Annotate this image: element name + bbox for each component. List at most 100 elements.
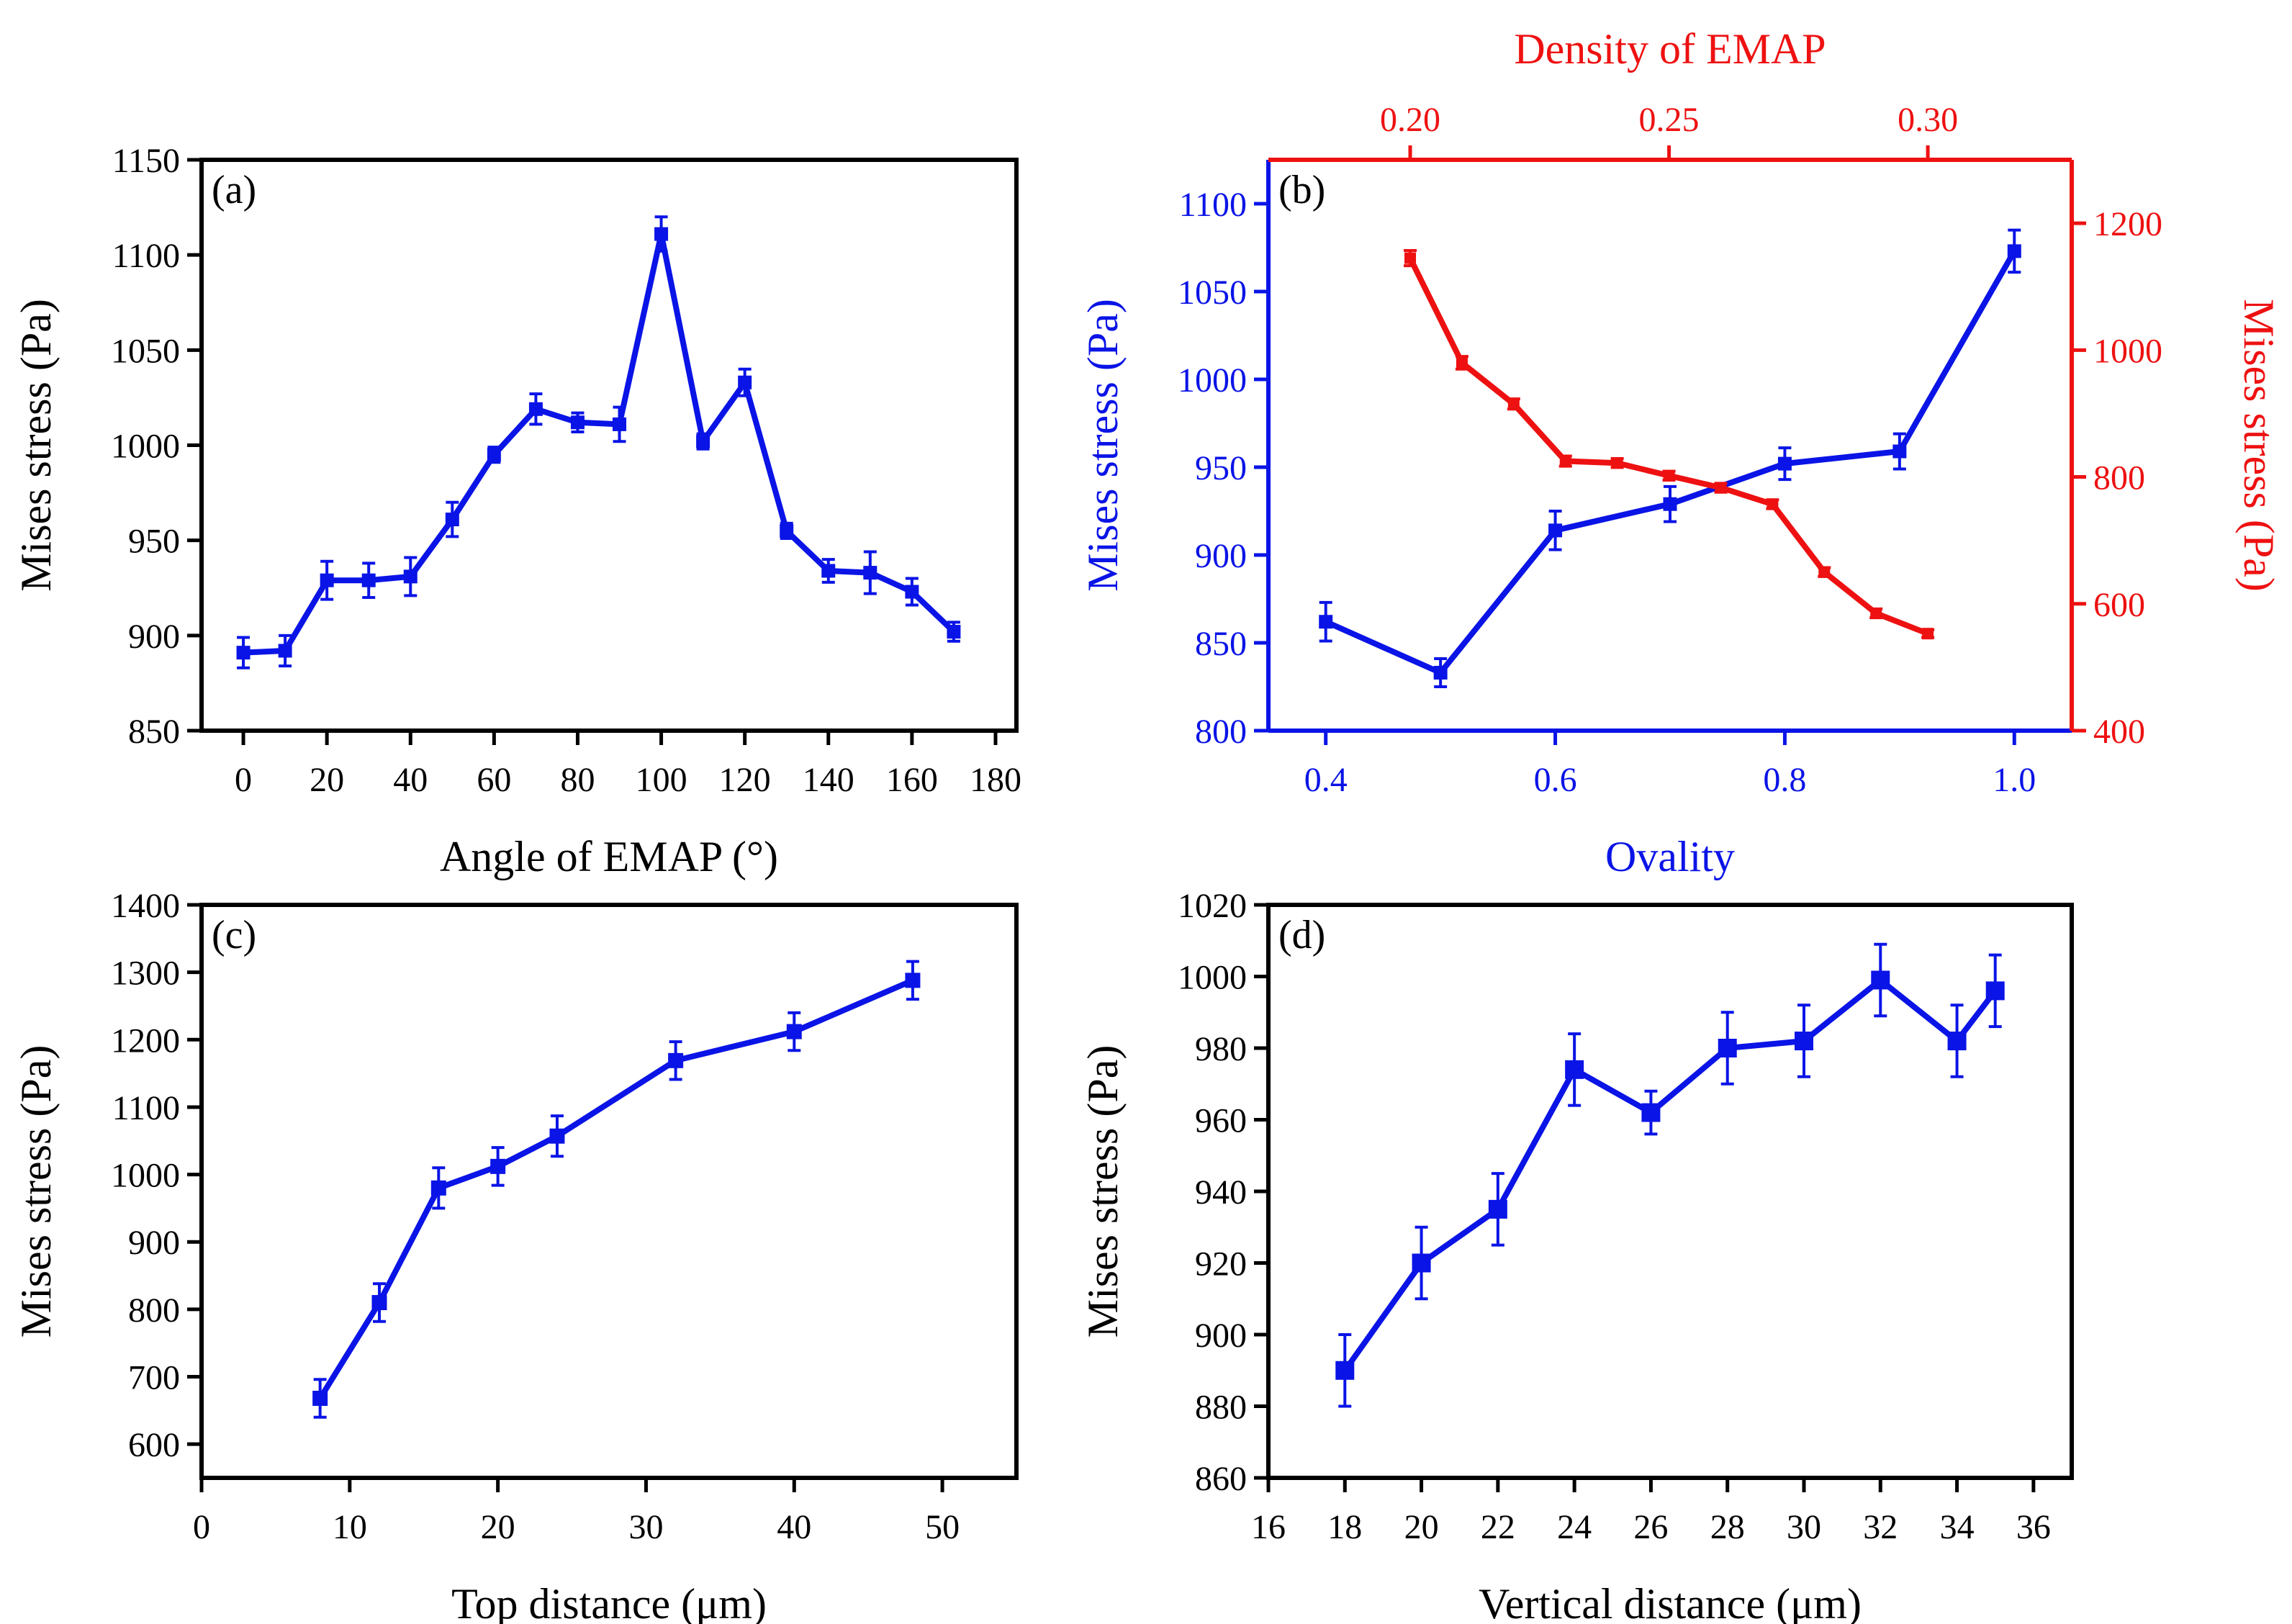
y-tick-label-c-1: 700	[128, 1359, 180, 1397]
series-line-b	[1325, 249, 2017, 676]
data-point-d-9	[1985, 981, 2005, 1001]
x-tick-label-b-0: 0.4	[1304, 761, 1348, 799]
x2-tick-label-b-0: 0.20	[1380, 101, 1440, 139]
data-point-b-1	[1433, 665, 1448, 680]
y-tick-label-c-0: 600	[128, 1426, 180, 1464]
x-axis-label-a: Angle of EMAP (°)	[440, 833, 778, 880]
data-point-a-13	[780, 523, 794, 538]
data-point-d-8	[1947, 1032, 1967, 1051]
data-point-b-density-3	[1559, 455, 1571, 467]
x-axis-label-b: Ovality	[1605, 833, 1735, 880]
data-point-a-1	[278, 644, 292, 658]
x-tick-label-a-4: 80	[560, 761, 595, 799]
x-tick-label-b-3: 1.0	[1993, 761, 2036, 799]
y2-tick-label-b-3: 1000	[2093, 332, 2162, 370]
series-line-b-density	[1407, 256, 1929, 636]
y-tick-label-d-7: 1000	[1178, 959, 1247, 997]
panel-label-c: (c)	[212, 913, 256, 957]
data-point-a-4	[403, 569, 418, 584]
x2-tick-label-b-1: 0.25	[1639, 101, 1700, 139]
y-tick-label-a-6: 1150	[112, 142, 180, 180]
data-point-b-density-9	[1870, 607, 1882, 619]
y2-axis-label-b: Mises stress (Pa)	[2235, 299, 2283, 592]
y-tick-label-a-3: 1000	[111, 428, 180, 466]
y-tick-label-c-5: 1100	[112, 1089, 180, 1127]
data-point-c-4	[549, 1128, 565, 1144]
x-tick-label-d-5: 26	[1633, 1508, 1668, 1546]
y-tick-label-a-0: 850	[128, 713, 180, 751]
data-point-a-9	[613, 417, 627, 431]
y-axis-label-a: Mises stress (Pa)	[12, 299, 60, 592]
data-point-b-6	[2007, 244, 2021, 258]
y-tick-label-d-2: 900	[1195, 1317, 1247, 1355]
y-axis-label-d: Mises stress (Pa)	[1079, 1045, 1127, 1338]
x-tick-label-d-1: 18	[1327, 1508, 1362, 1546]
x-tick-label-c-3: 30	[628, 1508, 663, 1546]
y-axis-label-b: Mises stress (Pa)	[1079, 299, 1127, 592]
x-tick-label-a-6: 120	[719, 761, 771, 799]
y-tick-label-b-0: 800	[1195, 713, 1247, 751]
x-tick-label-a-1: 20	[310, 761, 344, 799]
y-tick-label-c-3: 900	[128, 1224, 180, 1262]
x-tick-label-a-7: 140	[803, 761, 854, 799]
data-point-b-density-1	[1456, 356, 1468, 369]
y-tick-label-a-1: 900	[128, 618, 180, 656]
data-point-a-12	[738, 375, 752, 389]
x-tick-label-d-9: 34	[1940, 1508, 1975, 1546]
plot-frame-c	[199, 903, 1019, 1480]
x-tick-label-c-5: 50	[925, 1508, 960, 1546]
chart-panel-c: 0 10 20 30 40 50 600 700 800 900 1000 1100 1200 1300 1…	[12, 887, 1019, 1624]
y-tick-label-c-8: 1400	[111, 887, 180, 925]
data-point-b-density-6	[1715, 482, 1727, 494]
data-point-a-5	[445, 513, 459, 527]
chart-panel-d: 16 18 20 22 24 26 28 30 32 34 36 860 880 900 920 940 960…	[1079, 887, 2074, 1624]
data-point-c-3	[490, 1158, 506, 1174]
data-point-d-1	[1412, 1253, 1431, 1273]
data-point-d-6	[1795, 1032, 1813, 1051]
x-tick-label-a-5: 100	[636, 761, 687, 799]
x2-axis-label-b: Density of EMAP	[1514, 25, 1826, 73]
y-tick-label-c-7: 1300	[111, 955, 180, 993]
y-tick-label-c-2: 800	[128, 1291, 180, 1330]
x-tick-label-a-2: 40	[393, 761, 428, 799]
x-tick-label-c-1: 10	[333, 1508, 367, 1546]
y-tick-label-a-2: 950	[128, 523, 180, 561]
x-tick-label-a-9: 180	[970, 761, 1021, 799]
data-point-d-7	[1871, 970, 1890, 990]
data-point-a-3	[361, 573, 376, 587]
y-tick-label-d-0: 860	[1195, 1460, 1247, 1498]
panel-label-b: (b)	[1278, 168, 1325, 212]
data-point-b-density-2	[1507, 398, 1520, 410]
x-tick-label-d-10: 36	[2016, 1508, 2051, 1546]
panel-label-a: (a)	[212, 168, 256, 212]
y-tick-label-b-6: 1100	[1179, 186, 1247, 224]
data-point-a-6	[487, 448, 501, 462]
data-point-a-16	[905, 585, 919, 599]
data-point-b-density-10	[1922, 628, 1934, 640]
x-tick-label-c-4: 40	[777, 1508, 811, 1546]
x-tick-label-d-6: 28	[1710, 1508, 1745, 1546]
data-point-b-density-5	[1663, 469, 1675, 482]
y-tick-label-a-5: 1100	[112, 237, 180, 275]
x2-tick-label-b-2: 0.30	[1898, 101, 1958, 139]
data-point-a-8	[570, 415, 585, 430]
data-point-b-4	[1777, 456, 1792, 471]
x-tick-label-a-0: 0	[235, 761, 252, 799]
data-point-a-14	[821, 564, 836, 578]
data-point-c-7	[905, 973, 921, 988]
data-point-b-density-0	[1404, 252, 1417, 264]
data-point-b-3	[1663, 497, 1677, 511]
panel-label-d: (d)	[1278, 913, 1325, 957]
y-tick-label-c-4: 1000	[111, 1157, 180, 1195]
y-tick-label-d-4: 940	[1195, 1173, 1247, 1212]
data-point-a-0	[236, 646, 251, 660]
data-point-a-2	[320, 573, 334, 587]
x-tick-label-b-1: 0.6	[1534, 761, 1577, 799]
y-tick-label-b-5: 1050	[1178, 274, 1247, 312]
data-point-d-3	[1565, 1060, 1584, 1079]
data-point-d-0	[1335, 1361, 1355, 1380]
data-point-c-6	[786, 1024, 802, 1039]
x-tick-label-d-7: 30	[1787, 1508, 1821, 1546]
series-line-d	[1343, 977, 1998, 1373]
